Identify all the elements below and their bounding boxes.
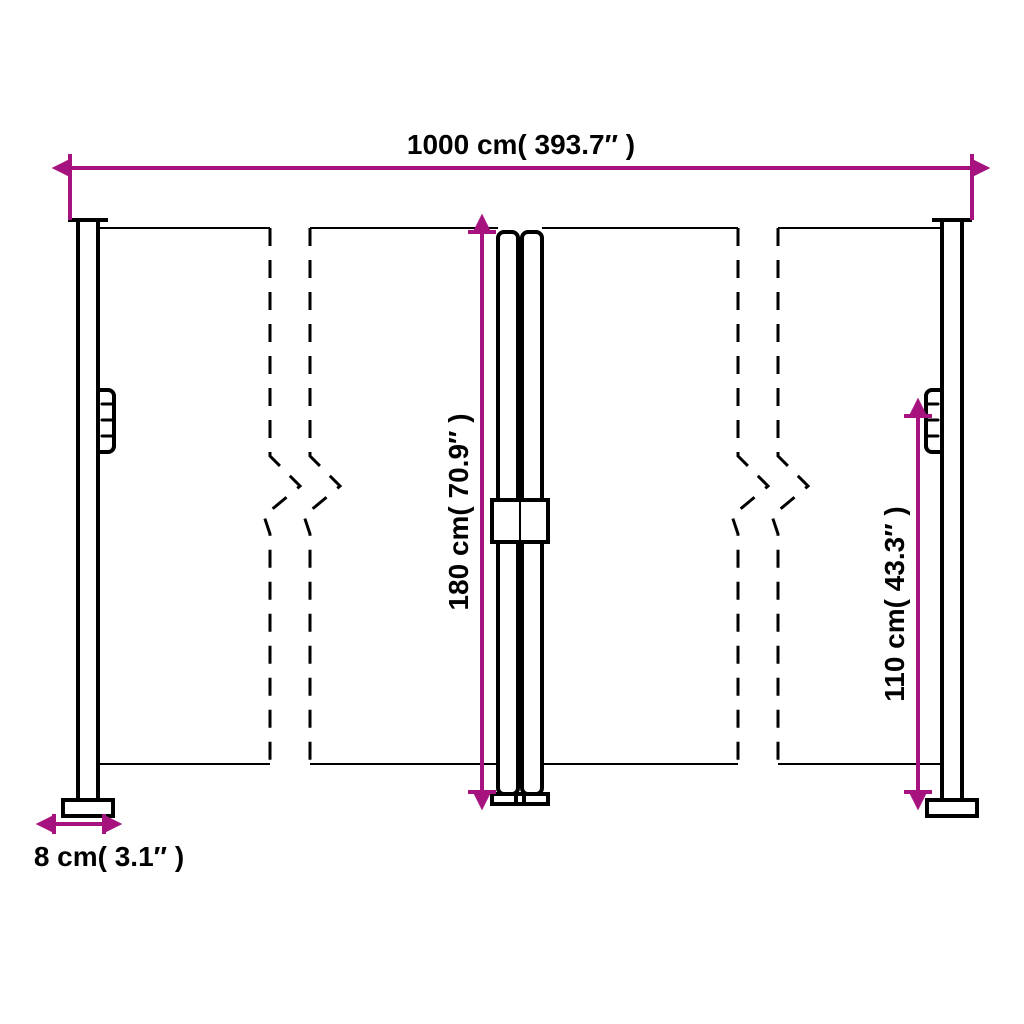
dimension-drawing: 1000 cm( 393.7″ ) 180 cm( 70.9″ ) 110 cm( … — [0, 0, 1024, 1024]
dim-height-label: 180 cm( 70.9″ ) — [443, 413, 474, 610]
right-post — [926, 220, 977, 816]
break-line — [304, 228, 340, 764]
dim-width: 1000 cm( 393.7″ ) — [70, 129, 972, 220]
dim-pole: 110 cm( 43.3″ ) — [879, 416, 932, 792]
left-post — [63, 220, 114, 816]
dim-base: 8 cm( 3.1″ ) — [34, 814, 184, 872]
center-cassette — [492, 232, 548, 804]
dim-pole-label: 110 cm( 43.3″ ) — [879, 506, 910, 702]
dim-width-label: 1000 cm( 393.7″ ) — [407, 129, 635, 160]
dim-base-label: 8 cm( 3.1″ ) — [34, 841, 184, 872]
break-line — [264, 228, 300, 764]
dim-height: 180 cm( 70.9″ ) — [443, 232, 496, 792]
break-line — [732, 228, 768, 764]
break-line — [772, 228, 808, 764]
